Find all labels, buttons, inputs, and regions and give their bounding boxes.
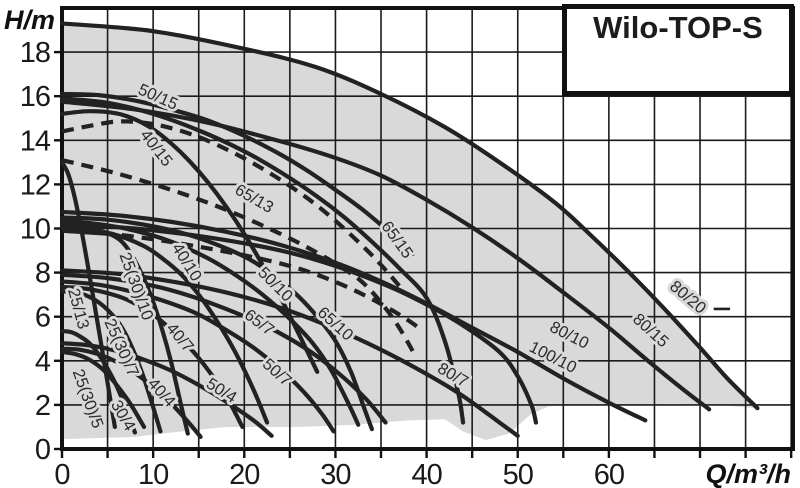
y-tick-label-12: 12 — [20, 169, 50, 201]
x-tick-label-10: 10 — [138, 459, 168, 488]
curve-40-4 — [59, 346, 203, 439]
x-tick-label-20: 20 — [229, 459, 259, 488]
curve-25-30--5 — [59, 328, 138, 435]
y-tick-label-4: 4 — [35, 346, 51, 378]
curve-80-20 — [59, 21, 760, 411]
chart-title-box: Wilo-TOP-S — [562, 4, 794, 96]
curve-30-4 — [59, 349, 147, 430]
y-tick-label-16: 16 — [20, 81, 50, 113]
x-tick-label-0: 0 — [54, 459, 69, 488]
curve-dashed-lower — [61, 228, 424, 332]
y-tick-label-18: 18 — [20, 37, 50, 69]
curve-50-4 — [59, 341, 274, 438]
curve-80-7 — [59, 268, 520, 438]
y-tick-label-10: 10 — [20, 214, 50, 246]
curve-40-15 — [59, 109, 320, 374]
curve-65-7 — [59, 272, 388, 425]
y-tick-label-14: 14 — [20, 125, 51, 157]
x-tick-label-40: 40 — [411, 459, 441, 488]
curve-40-7 — [59, 284, 245, 430]
y-tick-label-2: 2 — [35, 390, 50, 422]
curve-65-10 — [59, 215, 374, 432]
y-tick-label-8: 8 — [35, 258, 50, 290]
curve-50-7 — [59, 279, 336, 434]
x-tick-label-60: 60 — [594, 459, 624, 488]
x-axis-unit-label: Q/m³/h — [706, 459, 792, 488]
curve-65-15 — [59, 96, 466, 425]
x-tick-label-50: 50 — [503, 459, 533, 488]
curve-dashed-upper — [61, 119, 401, 288]
y-axis-unit-label: H/m — [4, 5, 55, 35]
chart-title: Wilo-TOP-S — [593, 10, 763, 45]
curve-50-10 — [59, 218, 361, 427]
curve-50-15 — [59, 91, 416, 256]
y-tick-label-6: 6 — [35, 302, 50, 334]
curve-label-80-20: 80/20 — [666, 277, 709, 317]
curve-65-13 — [61, 158, 418, 358]
y-tick-label-0: 0 — [35, 434, 50, 466]
x-tick-label-30: 30 — [320, 459, 350, 488]
curve-25-30--7 — [59, 289, 163, 434]
